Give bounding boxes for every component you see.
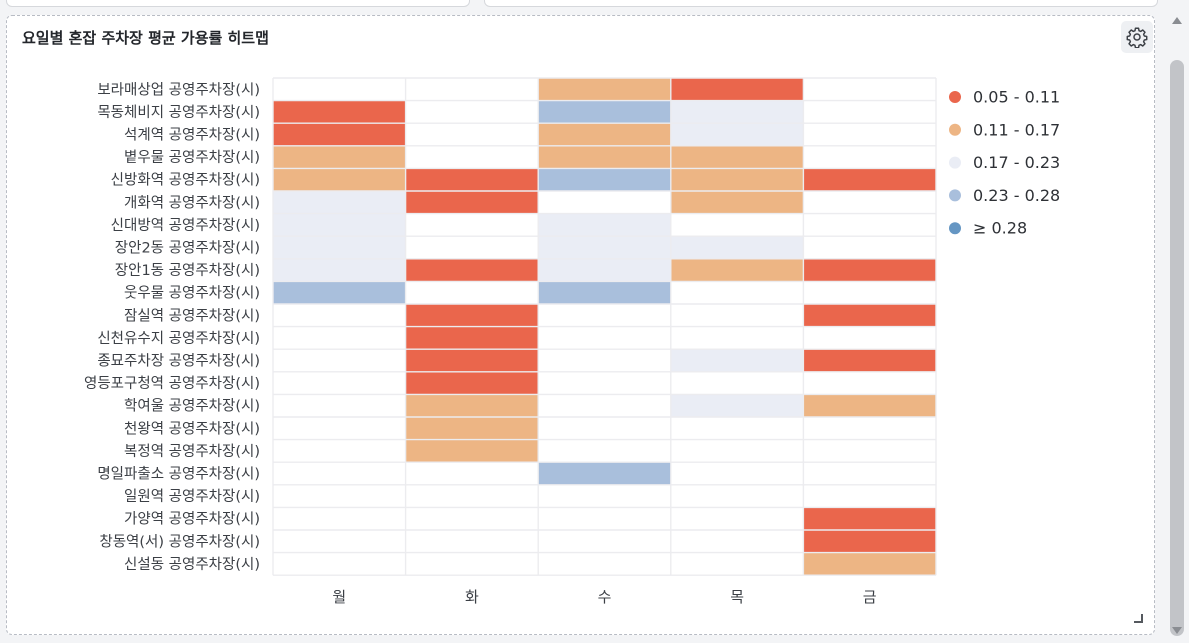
y-tick-label: 명일파출소 공영주차장(시) bbox=[97, 466, 260, 483]
heatmap-cell[interactable] bbox=[803, 507, 936, 530]
heatmap-cell[interactable] bbox=[273, 145, 406, 169]
top-left-card bbox=[6, 0, 470, 7]
legend-label[interactable]: ≥ 0.28 bbox=[973, 219, 1027, 238]
heatmap-cell[interactable] bbox=[803, 168, 936, 191]
legend-label[interactable]: 0.17 - 0.23 bbox=[973, 153, 1060, 172]
heatmap-cell[interactable] bbox=[405, 326, 539, 350]
heatmap-cell[interactable] bbox=[273, 100, 406, 124]
y-tick-label: 신방화역 공영주차장(시) bbox=[111, 172, 260, 189]
heatmap-cell[interactable] bbox=[273, 213, 406, 237]
legend-swatch bbox=[949, 222, 961, 235]
heatmap-cell[interactable] bbox=[670, 100, 804, 124]
legend-swatch bbox=[949, 189, 961, 202]
x-tick-label: 화 bbox=[465, 588, 479, 606]
y-tick-label: 신설동 공영주차장(시) bbox=[124, 556, 260, 573]
heatmap-cell[interactable] bbox=[670, 258, 804, 282]
heatmap-cell[interactable] bbox=[273, 281, 406, 304]
y-tick-label: 개화역 공영주차장(시) bbox=[124, 194, 260, 211]
heatmap-cell[interactable] bbox=[670, 78, 804, 101]
y-tick-label: 신대방역 공영주차장(시) bbox=[111, 217, 260, 234]
heatmap-cell[interactable] bbox=[405, 349, 539, 372]
vertical-scrollbar[interactable] bbox=[1168, 15, 1186, 638]
resize-handle[interactable] bbox=[1134, 614, 1143, 623]
heatmap-cell[interactable] bbox=[803, 530, 936, 553]
legend-label[interactable]: 0.23 - 0.28 bbox=[973, 186, 1060, 205]
heatmap-cell[interactable] bbox=[273, 123, 406, 146]
heatmap-cell[interactable] bbox=[538, 236, 671, 259]
y-tick-label: 석계역 공영주차장(시) bbox=[124, 127, 260, 144]
x-tick-label: 금 bbox=[863, 588, 877, 606]
y-tick-label: 복정역 공영주차장(시) bbox=[124, 443, 260, 460]
y-tick-label: 천왕역 공영주차장(시) bbox=[124, 420, 260, 437]
heatmap-chart: 보라매상업 공영주차장(시) 목동체비지 공영주차장(시) 석계역 공영주차장(시)… bbox=[84, 77, 1060, 606]
y-tick-label: 장안1동 공영주차장(시) bbox=[115, 262, 260, 279]
heatmap-cell[interactable] bbox=[670, 145, 804, 169]
heatmap-cell[interactable] bbox=[405, 304, 539, 327]
heatmap-cell[interactable] bbox=[273, 258, 406, 282]
heatmap-cell[interactable] bbox=[405, 439, 539, 463]
heatmap-cell[interactable] bbox=[670, 236, 804, 259]
heatmap-cell[interactable] bbox=[405, 417, 539, 440]
x-tick-label: 수 bbox=[598, 588, 612, 606]
y-tick-label: 학여울 공영주차장(시) bbox=[124, 398, 260, 415]
heatmap-cell[interactable] bbox=[670, 123, 804, 146]
heatmap-cell[interactable] bbox=[405, 394, 539, 417]
y-tick-label: 보라매상업 공영주차장(시) bbox=[97, 81, 260, 98]
heatmap-cell[interactable] bbox=[273, 191, 406, 214]
y-tick-label: 신천유수지 공영주차장(시) bbox=[97, 330, 260, 347]
heatmap-cell[interactable] bbox=[273, 236, 406, 259]
y-tick-label: 창동역(서) 공영주차장(시) bbox=[99, 533, 260, 550]
legend-swatch bbox=[949, 123, 961, 136]
x-tick-label: 월 bbox=[332, 588, 346, 606]
gear-icon bbox=[1126, 27, 1148, 48]
heatmap-cell[interactable] bbox=[405, 371, 539, 395]
scroll-thumb[interactable] bbox=[1170, 60, 1184, 636]
heatmap-cell[interactable] bbox=[273, 168, 406, 191]
heatmap-cell[interactable] bbox=[803, 258, 936, 282]
settings-button[interactable] bbox=[1121, 21, 1153, 53]
y-tick-label: 일원역 공영주차장(시) bbox=[124, 488, 260, 505]
heatmap-cell[interactable] bbox=[670, 168, 804, 191]
y-tick-label: 종묘주차장 공영주차장(시) bbox=[97, 353, 260, 370]
y-tick-label: 웃우물 공영주차장(시) bbox=[124, 285, 260, 302]
heatmap-cell[interactable] bbox=[405, 168, 539, 191]
legend-swatch bbox=[949, 91, 961, 103]
legend-label[interactable]: 0.11 - 0.17 bbox=[973, 120, 1060, 139]
heatmap-cell[interactable] bbox=[670, 349, 804, 372]
x-tick-label: 목 bbox=[730, 588, 744, 606]
scroll-down-arrow-icon[interactable] bbox=[1172, 627, 1182, 634]
heatmap-cell[interactable] bbox=[405, 191, 539, 214]
legend-swatch bbox=[949, 156, 961, 169]
top-right-card bbox=[484, 0, 1158, 7]
heatmap-panel: 요일별 혼잡 주차장 평균 가용률 히트맵 보라매상업 공영주차장(시) 목동체비… bbox=[6, 15, 1155, 635]
heatmap-cell[interactable] bbox=[538, 281, 671, 304]
scroll-up-arrow-icon[interactable] bbox=[1172, 17, 1182, 24]
heatmap-cell[interactable] bbox=[538, 123, 671, 146]
heatmap-cell[interactable] bbox=[803, 552, 936, 576]
heatmap-cell[interactable] bbox=[538, 462, 671, 485]
heatmap-cell[interactable] bbox=[538, 258, 671, 282]
y-tick-label: 볕우물 공영주차장(시) bbox=[124, 149, 260, 166]
y-tick-label: 잠실역 공영주차장(시) bbox=[124, 307, 260, 324]
heatmap-cell[interactable] bbox=[803, 304, 936, 327]
heatmap-cell[interactable] bbox=[538, 100, 671, 124]
heatmap-cell[interactable] bbox=[803, 394, 936, 417]
heatmap-cell[interactable] bbox=[538, 78, 671, 101]
heatmap-cell[interactable] bbox=[538, 168, 671, 191]
y-tick-label: 목동체비지 공영주차장(시) bbox=[97, 104, 260, 121]
y-tick-label: 가양역 공영주차장(시) bbox=[124, 511, 260, 528]
y-tick-label: 영등포구청역 공영주차장(시) bbox=[84, 375, 260, 392]
heatmap-cell[interactable] bbox=[803, 349, 936, 372]
heatmap-cell[interactable] bbox=[538, 145, 671, 169]
heatmap-cell[interactable] bbox=[670, 394, 804, 417]
legend-label[interactable]: 0.05 - 0.11 bbox=[973, 88, 1060, 107]
heatmap-cell[interactable] bbox=[670, 191, 804, 214]
heatmap-cell[interactable] bbox=[405, 258, 539, 282]
heatmap-cell[interactable] bbox=[538, 213, 671, 237]
y-tick-label: 장안2동 공영주차장(시) bbox=[115, 240, 260, 257]
panel-title: 요일별 혼잡 주차장 평균 가용률 히트맵 bbox=[22, 29, 269, 47]
